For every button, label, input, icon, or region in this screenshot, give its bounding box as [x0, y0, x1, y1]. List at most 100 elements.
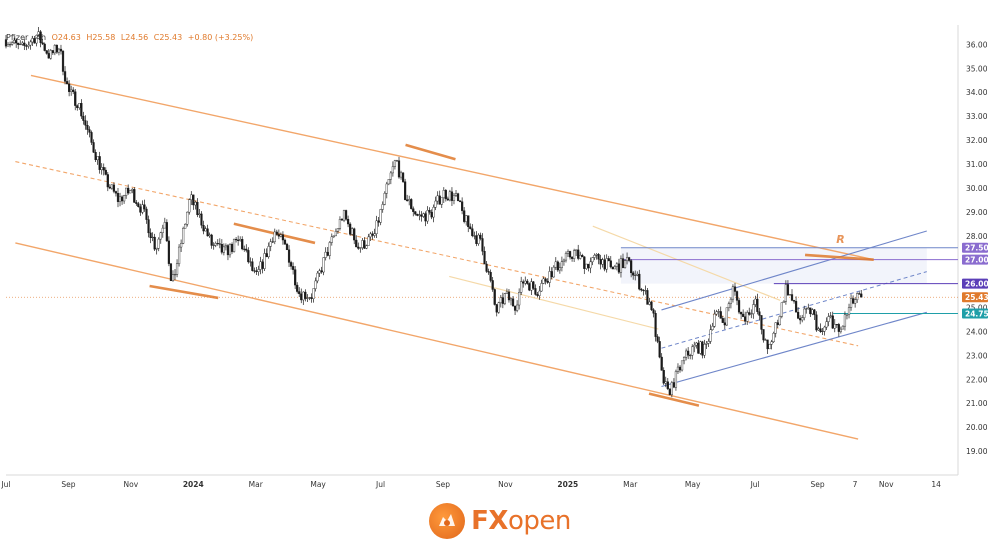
- candle-body: [202, 225, 205, 232]
- candle-body: [218, 243, 221, 245]
- candle-body: [754, 298, 757, 305]
- candle-body: [100, 167, 103, 170]
- candle-body: [444, 190, 447, 200]
- candle-body: [334, 231, 337, 237]
- candle-body: [621, 258, 625, 268]
- candle-body: [369, 233, 372, 238]
- candle-body: [381, 204, 384, 210]
- candle-body: [226, 245, 230, 256]
- candle-body: [55, 45, 59, 53]
- candle-body: [805, 308, 808, 310]
- candle-body: [224, 245, 228, 248]
- legend-high: H25.58: [86, 33, 116, 42]
- candle-body: [4, 39, 8, 47]
- legend-close: C25.43: [153, 33, 183, 42]
- candle-body: [548, 271, 551, 283]
- candle-body: [597, 254, 600, 260]
- candle-body: [342, 210, 346, 221]
- price-label-box-3: [962, 292, 988, 303]
- candle-body: [422, 213, 425, 217]
- candle-body: [222, 246, 225, 253]
- candle-body: [811, 309, 814, 315]
- y-tick-label: 19.00: [966, 447, 988, 456]
- candle-body: [37, 31, 40, 36]
- candle-body: [13, 40, 16, 43]
- candle-body: [854, 299, 857, 304]
- candle-body: [487, 271, 490, 273]
- candle-body: [424, 213, 427, 222]
- x-tick-label: Nov: [498, 480, 513, 489]
- price-label-box-4: [962, 308, 988, 319]
- candle-body: [520, 281, 523, 293]
- candle-body: [249, 261, 252, 263]
- candle-body: [454, 193, 458, 196]
- candle-body: [581, 255, 584, 258]
- candle-body: [23, 42, 26, 46]
- candle-body: [328, 242, 331, 256]
- candle-body: [47, 53, 50, 59]
- candle-body: [49, 50, 52, 59]
- candle-body: [393, 160, 397, 167]
- candle-body: [518, 292, 521, 306]
- chart-annotation-0: R: [836, 233, 844, 246]
- candle-body: [587, 263, 590, 269]
- touch-highlight-4: [804, 253, 874, 261]
- channel-inner-lower: [449, 275, 659, 330]
- candle-body: [149, 232, 152, 238]
- x-tick-label: Sep: [61, 480, 75, 489]
- chart-area[interactable]: R 19.00 20.00 21.00 22.00 23.00 24.00 25.00 26.0…: [0, 0, 1000, 492]
- x-tick-label: Sep: [810, 480, 824, 489]
- candle-body: [782, 301, 785, 303]
- candle-body: [135, 202, 138, 204]
- y-tick-label: 23.00: [966, 351, 988, 360]
- y-tick-label: 32.00: [966, 136, 988, 145]
- candle-body: [399, 172, 403, 178]
- candle-body: [438, 195, 441, 205]
- candle-body: [591, 257, 594, 263]
- candle-body: [194, 202, 197, 206]
- brand-fx: FX: [471, 505, 508, 536]
- candle-body: [839, 328, 842, 332]
- candle-body: [489, 271, 492, 281]
- candle-body: [86, 125, 89, 130]
- price-chart[interactable]: R 19.00 20.00 21.00 22.00 23.00 24.00 25.00 26.0…: [0, 0, 1000, 492]
- candle-body: [509, 298, 513, 301]
- candle-body: [82, 115, 85, 121]
- candle-body: [118, 196, 122, 202]
- candle-body: [483, 251, 486, 265]
- candle-body: [611, 266, 614, 270]
- candle-body: [499, 297, 502, 303]
- legend-low: L24.56: [120, 33, 149, 42]
- y-tick-label: 21.00: [966, 399, 988, 408]
- x-tick-label: Jul: [375, 480, 385, 489]
- candle-body: [120, 196, 124, 202]
- candle-body: [112, 184, 116, 192]
- candle-body: [697, 342, 700, 354]
- candle-body: [507, 291, 511, 301]
- candle-body: [475, 235, 478, 244]
- candle-body: [235, 238, 238, 241]
- candle-body: [6, 44, 10, 47]
- candle-body: [528, 283, 531, 291]
- candle-body: [70, 89, 73, 92]
- candle-body: [346, 219, 350, 225]
- candle-body: [351, 228, 354, 235]
- candle-body: [827, 316, 830, 322]
- x-tick-label: May: [310, 480, 326, 489]
- y-tick-label: 20.00: [966, 423, 988, 432]
- candle-body: [705, 343, 708, 345]
- candle-body: [662, 370, 665, 384]
- candle-body: [283, 239, 287, 245]
- candle-body: [363, 240, 366, 249]
- candle-body: [575, 249, 578, 251]
- candle-body: [90, 132, 93, 143]
- candle-body: [255, 270, 258, 272]
- candle-body: [680, 360, 684, 371]
- x-tick-label: Mar: [249, 480, 264, 489]
- x-tick-label: Jul: [750, 480, 760, 489]
- candle-body: [17, 42, 20, 45]
- candle-body: [558, 267, 561, 271]
- candle-body: [261, 261, 264, 269]
- candle-body: [61, 50, 65, 72]
- y-tick-label: 25.00: [966, 304, 988, 313]
